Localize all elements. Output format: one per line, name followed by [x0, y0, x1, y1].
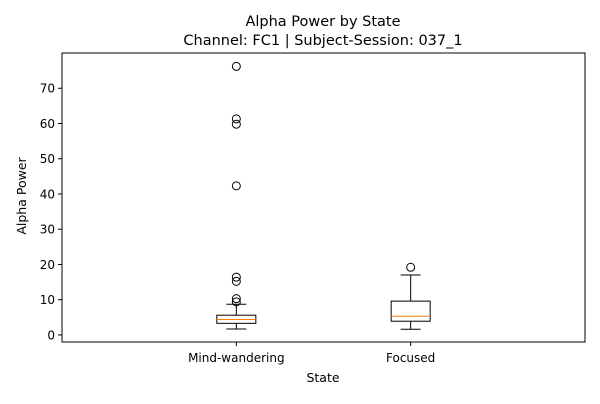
x-tick-label: Focused [386, 351, 435, 365]
plot-area: 0 10 20 30 40 50 60 70 Mind-wandering Focused [40, 52, 586, 365]
iqr-box [390, 300, 431, 322]
box-group-mind-wandering [216, 61, 257, 330]
outlier-point [231, 272, 241, 282]
y-axis-label: Alpha Power [14, 156, 29, 234]
outlier-point [231, 297, 241, 307]
box-group-focused [390, 262, 431, 330]
outlier-point [231, 61, 241, 71]
y-tick-label: 30 [40, 223, 55, 237]
y-tick-label: 10 [40, 293, 55, 307]
outlier-point [231, 114, 241, 124]
chart-title-line1: Alpha Power by State [245, 14, 400, 30]
outlier-point [406, 262, 416, 272]
x-tick-label: Mind-wandering [188, 351, 285, 365]
x-axis-label: State [306, 370, 339, 385]
y-tick-label: 20 [40, 258, 55, 272]
y-tick-label: 0 [47, 328, 55, 342]
y-tick-label: 40 [40, 187, 55, 201]
y-tick-label: 70 [40, 82, 55, 96]
chart-title-line2: Channel: FC1 | Subject-Session: 037_1 [183, 33, 462, 49]
plot-frame [61, 52, 586, 343]
outlier-point [231, 294, 241, 304]
outlier-point [231, 119, 241, 129]
outlier-point [231, 181, 241, 191]
y-tick-label: 60 [40, 117, 55, 131]
outlier-point [231, 276, 241, 286]
y-tick-label: 50 [40, 152, 55, 166]
